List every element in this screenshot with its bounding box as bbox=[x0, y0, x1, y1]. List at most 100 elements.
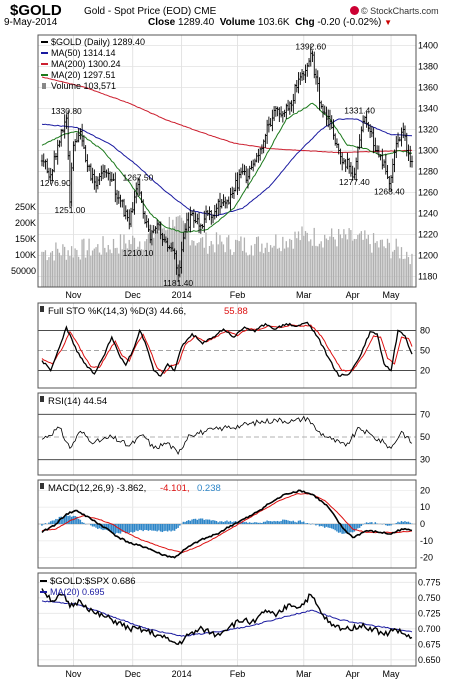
macd-hist-bar-19 bbox=[74, 515, 76, 524]
rsi-line bbox=[41, 415, 413, 455]
rsi-frame bbox=[37, 392, 417, 476]
volume-bar-8 bbox=[55, 242, 57, 287]
macd-hist-bar-154 bbox=[309, 524, 312, 525]
price-bar-108 bbox=[229, 187, 232, 211]
volume-bar-74 bbox=[170, 229, 172, 287]
macd-hist-bar-134 bbox=[275, 521, 277, 524]
macd-hist-bar-118 bbox=[247, 522, 249, 524]
macd-hist-bar-128 bbox=[264, 521, 267, 524]
macd-hist-bar-109 bbox=[231, 522, 233, 524]
price-panel: 1180 1200 1220 1240 1260 1280 1300 1320 1340 1360… bbox=[11, 35, 438, 300]
price-ytick-5: 1280 bbox=[418, 167, 438, 177]
annotation-3: 1267.50 bbox=[123, 173, 154, 183]
exchange-text: CME bbox=[194, 6, 217, 17]
price-bar-60 bbox=[145, 215, 148, 228]
stockcharts-logo-icon bbox=[350, 6, 359, 15]
macd-hist-bar-70 bbox=[163, 524, 165, 532]
sto-legend-d: 55.88 bbox=[224, 306, 248, 317]
volume-bar-109 bbox=[231, 254, 233, 287]
rsi-ytick-1: 50 bbox=[420, 432, 430, 442]
symbol-text: $GOLD bbox=[10, 2, 62, 19]
macd-hist-bar-131 bbox=[269, 521, 272, 524]
volume-bar-38 bbox=[107, 244, 109, 287]
price-bar-206 bbox=[400, 127, 403, 147]
macd-hist-bar-40 bbox=[111, 524, 113, 533]
price-bar-155 bbox=[311, 50, 314, 63]
macd-hist-bar-33 bbox=[98, 524, 101, 529]
macd-hist-bar-141 bbox=[287, 520, 289, 524]
price-bar-144 bbox=[292, 93, 295, 114]
macd-hist-bar-4 bbox=[48, 522, 50, 524]
macd-hist-bar-210 bbox=[407, 521, 410, 524]
price-bar-116 bbox=[243, 164, 246, 176]
volume-bar-88 bbox=[194, 245, 197, 287]
macd-hist-bar-177 bbox=[350, 524, 352, 533]
volume-bar-117 bbox=[245, 252, 247, 287]
volume-bar-125 bbox=[259, 251, 261, 287]
price-bars bbox=[40, 45, 414, 283]
annotation-0: 1330.80 bbox=[51, 106, 82, 116]
volume-bar-95 bbox=[207, 253, 209, 287]
price-bar-63 bbox=[150, 229, 154, 246]
macd-hist-bar-58 bbox=[142, 524, 144, 532]
volume-bar-115 bbox=[242, 250, 244, 287]
volume-bar-155 bbox=[311, 245, 314, 287]
macd-hist-bar-126 bbox=[261, 522, 263, 524]
ratio-xlabel-2: 2014 bbox=[172, 669, 192, 679]
volume-bar-72 bbox=[166, 229, 169, 287]
rsi-ytick-2: 70 bbox=[420, 409, 430, 419]
macd-hist-bar-24 bbox=[83, 522, 85, 524]
macd-hist-bar-115 bbox=[241, 521, 244, 524]
macd-hist-bar-209 bbox=[405, 521, 408, 524]
macd-hist-bar-186 bbox=[365, 522, 368, 524]
volume-bar-126 bbox=[261, 243, 263, 287]
price-bar-208 bbox=[403, 125, 407, 141]
volume-bar-94 bbox=[205, 232, 207, 287]
volume-bar-68 bbox=[159, 221, 162, 287]
price-bar-79 bbox=[178, 260, 182, 278]
macd-hist-bar-133 bbox=[273, 520, 275, 524]
volume-bar-2 bbox=[44, 250, 47, 287]
price-bar-9 bbox=[56, 139, 59, 165]
volume-bar-49 bbox=[126, 248, 129, 287]
volume-bar-162 bbox=[324, 234, 326, 287]
macd-frame bbox=[37, 479, 417, 569]
chg-value: -0.20 (-0.02%) bbox=[317, 17, 382, 28]
price-bar-74 bbox=[169, 242, 173, 252]
price-bar-83 bbox=[185, 212, 189, 233]
price-bar-19 bbox=[73, 139, 77, 152]
macd-hist-bar-147 bbox=[297, 520, 300, 524]
price-bar-82 bbox=[183, 223, 187, 240]
macd-hist-bar-182 bbox=[358, 524, 361, 528]
price-bar-148 bbox=[299, 72, 302, 85]
price-bar-114 bbox=[239, 167, 243, 179]
volume-bar-140 bbox=[285, 241, 287, 287]
volume-bar-138 bbox=[282, 236, 284, 287]
volume-bar-192 bbox=[376, 241, 378, 287]
macd-hist-bar-96 bbox=[208, 519, 211, 524]
volume-bar-149 bbox=[301, 226, 303, 287]
volume-bar-85 bbox=[189, 245, 191, 287]
macd-hist-bar-95 bbox=[207, 519, 209, 524]
ratio-xlabel-3: Feb bbox=[230, 669, 246, 679]
price-ytick-1: 1200 bbox=[418, 251, 438, 261]
close-value: 1289.40 bbox=[178, 17, 215, 28]
price-bar-146 bbox=[295, 80, 299, 93]
macd-hist-bar-81 bbox=[182, 521, 185, 524]
volume-bar-87 bbox=[193, 240, 195, 287]
macd-hist-bar-83 bbox=[186, 520, 188, 524]
price-bar-70 bbox=[162, 233, 166, 243]
price-bar-110 bbox=[232, 187, 236, 200]
price-bar-196 bbox=[382, 159, 386, 168]
price-bar-64 bbox=[152, 225, 155, 234]
volume-bar-148 bbox=[299, 240, 301, 287]
volume-bar-145 bbox=[294, 231, 296, 287]
annotation-8: 1277.40 bbox=[339, 177, 370, 187]
volume-bar-182 bbox=[358, 233, 361, 287]
volume-bar-70 bbox=[163, 227, 165, 287]
macd-hist-bar-104 bbox=[222, 522, 225, 524]
price-ytick-8: 1340 bbox=[418, 104, 438, 114]
xlabel-0: Nov bbox=[65, 290, 82, 300]
volume-bar-123 bbox=[255, 237, 258, 287]
volume-bar-14 bbox=[65, 259, 68, 287]
